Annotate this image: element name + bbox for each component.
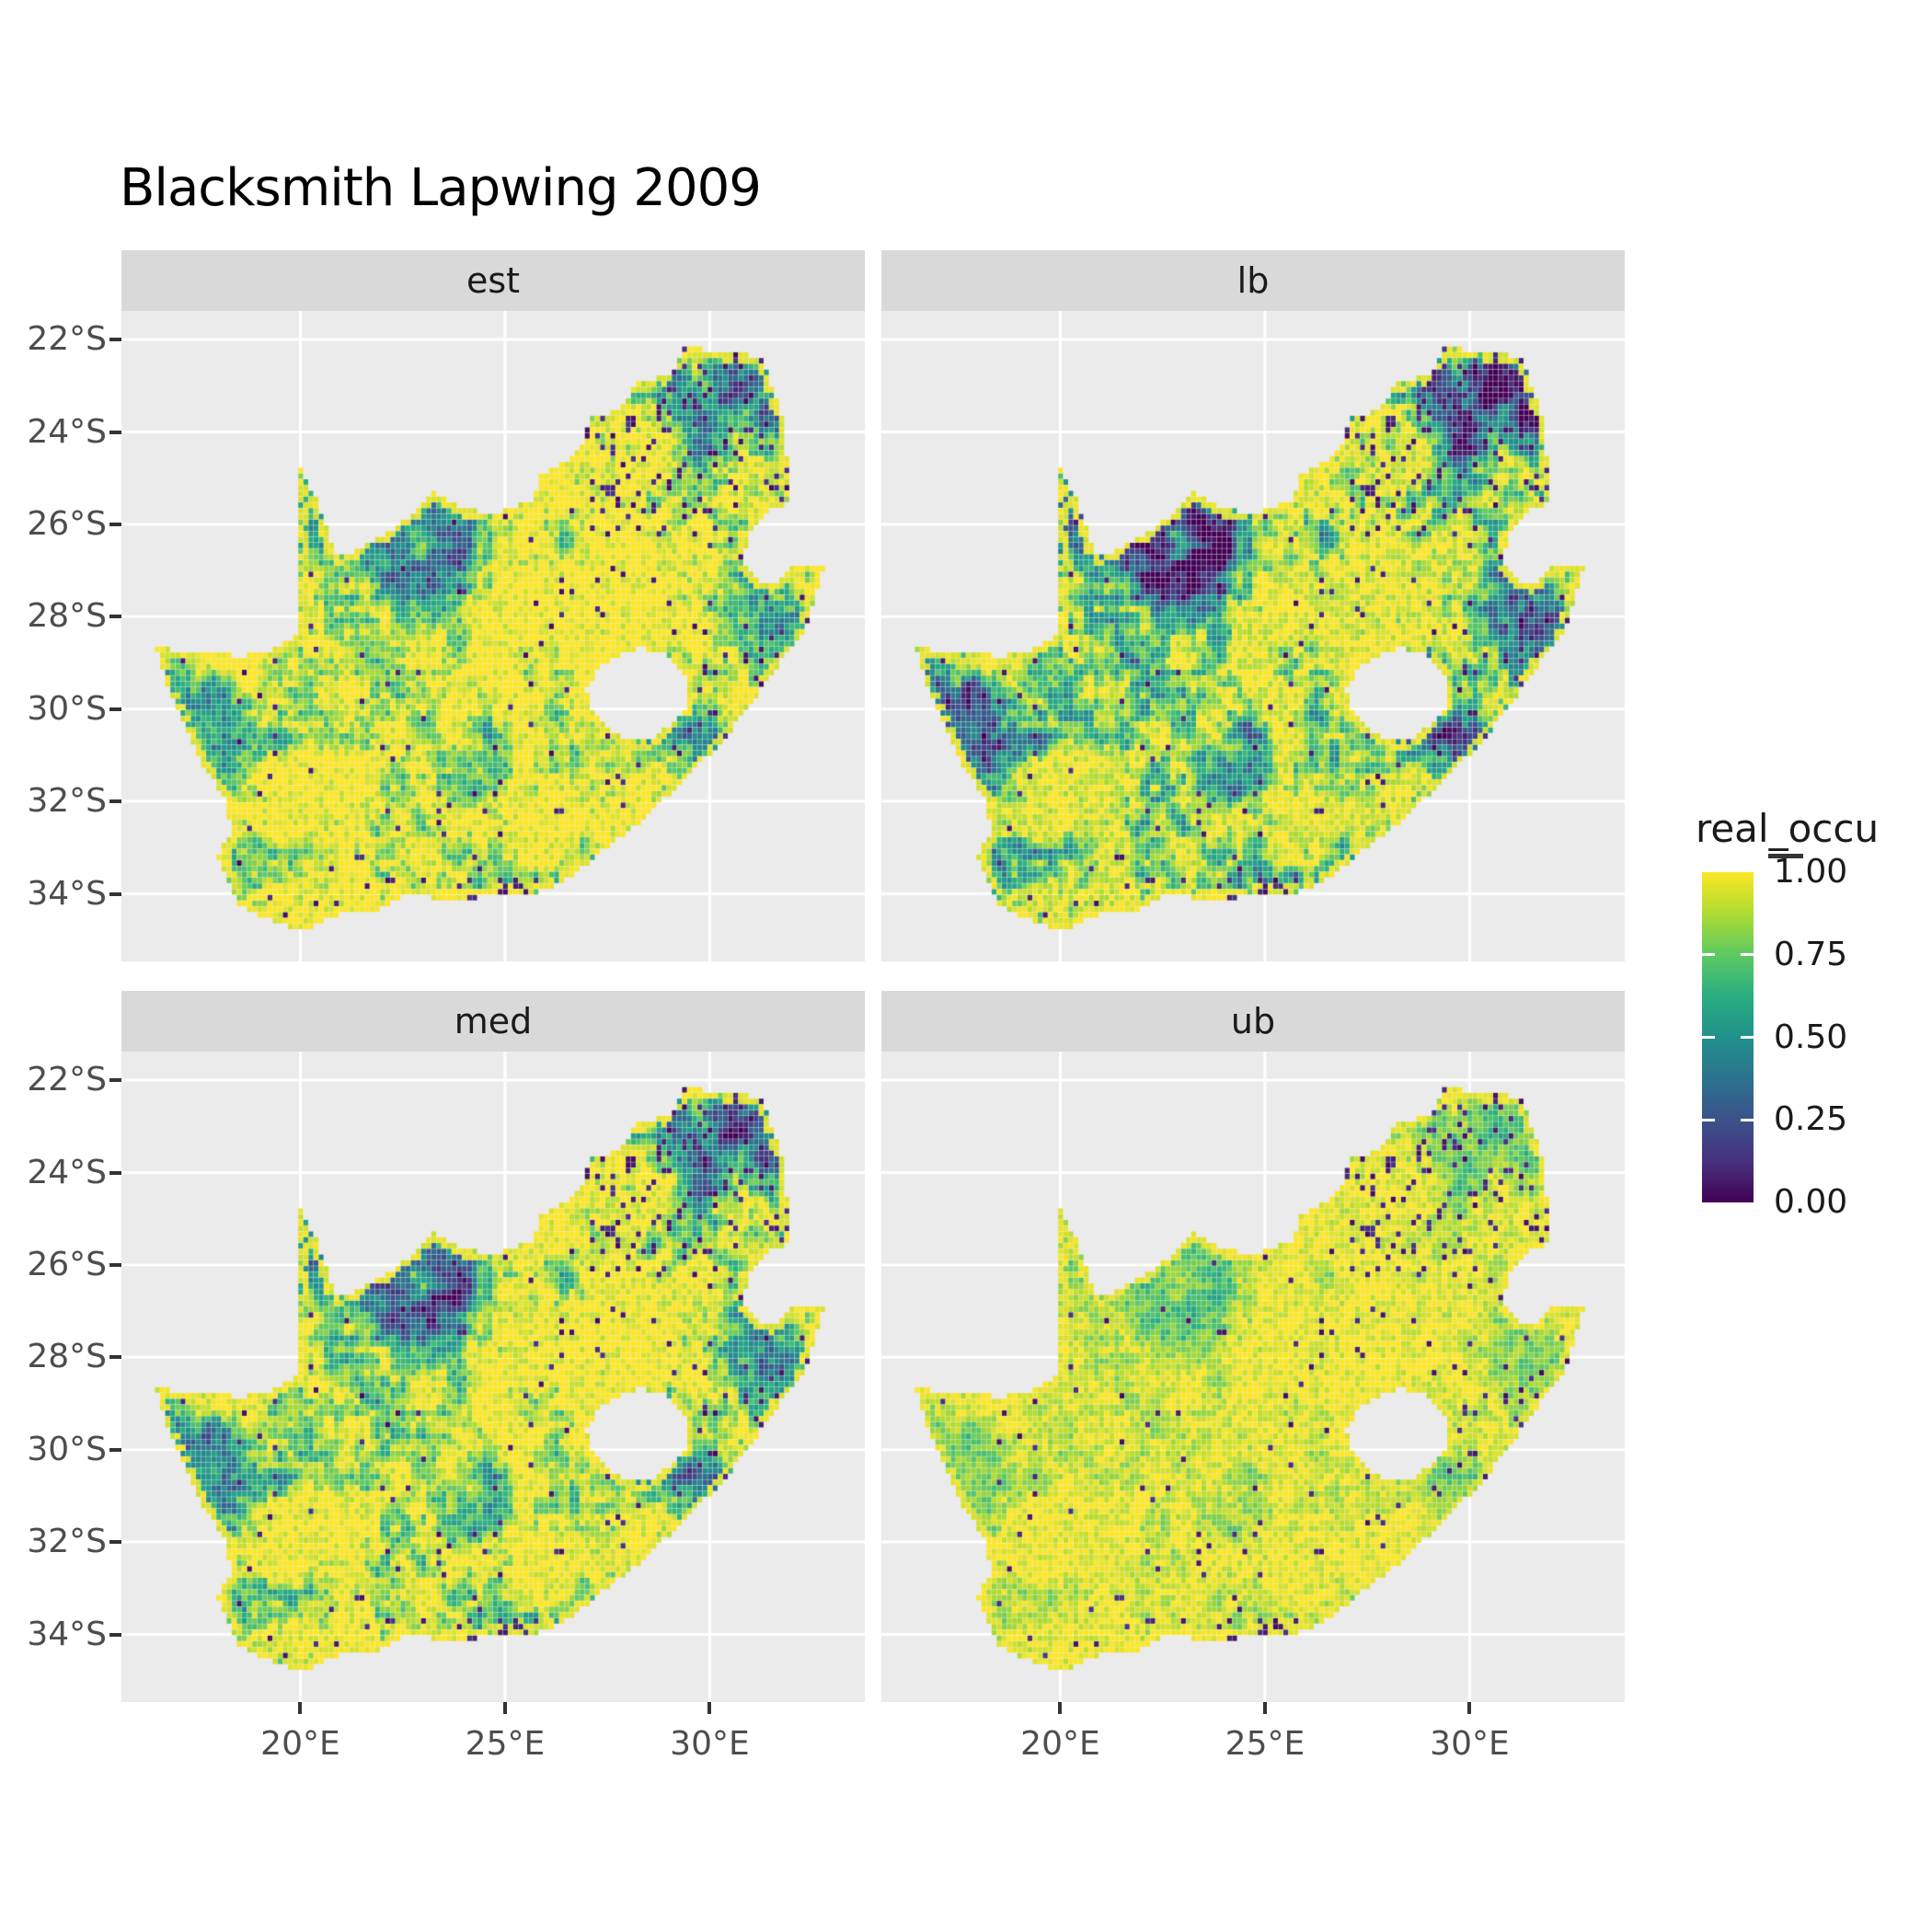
x-tick-label: 30°E [670, 1725, 750, 1763]
legend-tick-mark [1741, 1118, 1754, 1121]
legend-tick-mark [1702, 953, 1715, 957]
y-tick-label: 32°S [27, 1523, 107, 1561]
plot-title: Blacksmith Lapwing 2009 [120, 158, 762, 218]
legend-label: 0.50 [1774, 1018, 1848, 1056]
legend-label: 0.25 [1774, 1100, 1848, 1139]
y-tick-label: 24°S [27, 412, 107, 451]
facet-strip-ub: ub [881, 991, 1625, 1052]
y-tick-label: 26°S [27, 504, 107, 543]
y-tick-label: 34°S [27, 1615, 107, 1653]
y-tick-mark [109, 430, 121, 434]
y-tick-mark [109, 522, 121, 526]
legend-label: 1.00 [1774, 853, 1848, 891]
facet-strip-label: ub [1230, 1001, 1276, 1041]
x-tick-mark [707, 1702, 712, 1714]
y-tick-label: 22°S [27, 320, 107, 359]
y-tick-mark [109, 707, 121, 711]
legend-label: 0.75 [1774, 935, 1848, 973]
x-tick-mark [1058, 1702, 1063, 1714]
x-tick-mark [502, 1702, 507, 1714]
map-panel-est [121, 311, 865, 961]
y-tick-mark [109, 1262, 121, 1267]
x-tick-label: 25°E [465, 1725, 546, 1763]
y-tick-mark [109, 615, 121, 619]
y-tick-mark [109, 1632, 121, 1637]
facet-strip-lb: lb [881, 250, 1625, 311]
y-tick-mark [109, 891, 121, 896]
y-tick-mark [109, 338, 121, 342]
x-tick-label: 20°E [1020, 1725, 1100, 1763]
y-tick-label: 26°S [27, 1245, 107, 1283]
map-panel-lb [881, 311, 1625, 961]
y-tick-mark [109, 1170, 121, 1175]
x-tick-label: 20°E [260, 1725, 340, 1763]
x-tick-label: 30°E [1430, 1725, 1510, 1763]
y-tick-mark [109, 799, 121, 804]
facet-strip-med: med [121, 991, 865, 1052]
x-tick-label: 25°E [1225, 1725, 1305, 1763]
y-tick-label: 24°S [27, 1153, 107, 1191]
y-tick-label: 30°S [27, 1430, 107, 1468]
legend-top-tick [1768, 854, 1803, 858]
facet-strip-label: est [466, 260, 521, 301]
facet-strip-label: med [454, 1001, 533, 1041]
legend-tick-mark [1702, 1036, 1715, 1039]
legend-tick-mark [1741, 953, 1754, 957]
y-tick-label: 28°S [27, 597, 107, 636]
y-tick-label: 30°S [27, 689, 107, 728]
map-panel-med [121, 1052, 865, 1702]
x-tick-mark [298, 1702, 303, 1714]
x-tick-mark [1467, 1702, 1472, 1714]
legend-title: real_occu [1696, 806, 1880, 851]
legend-tick-mark [1741, 1036, 1754, 1039]
facet-strip-label: lb [1236, 260, 1270, 301]
facet-strip-est: est [121, 250, 865, 311]
y-tick-label: 32°S [27, 782, 107, 821]
y-tick-mark [109, 1447, 121, 1452]
y-tick-label: 34°S [27, 874, 107, 913]
legend-label: 0.00 [1774, 1183, 1848, 1221]
y-tick-label: 22°S [27, 1061, 107, 1099]
x-tick-mark [1262, 1702, 1267, 1714]
legend-tick-mark [1702, 1118, 1715, 1121]
map-panel-ub [881, 1052, 1625, 1702]
y-tick-mark [109, 1078, 121, 1083]
y-tick-mark [109, 1355, 121, 1360]
y-tick-mark [109, 1540, 121, 1545]
y-tick-label: 28°S [27, 1338, 107, 1376]
